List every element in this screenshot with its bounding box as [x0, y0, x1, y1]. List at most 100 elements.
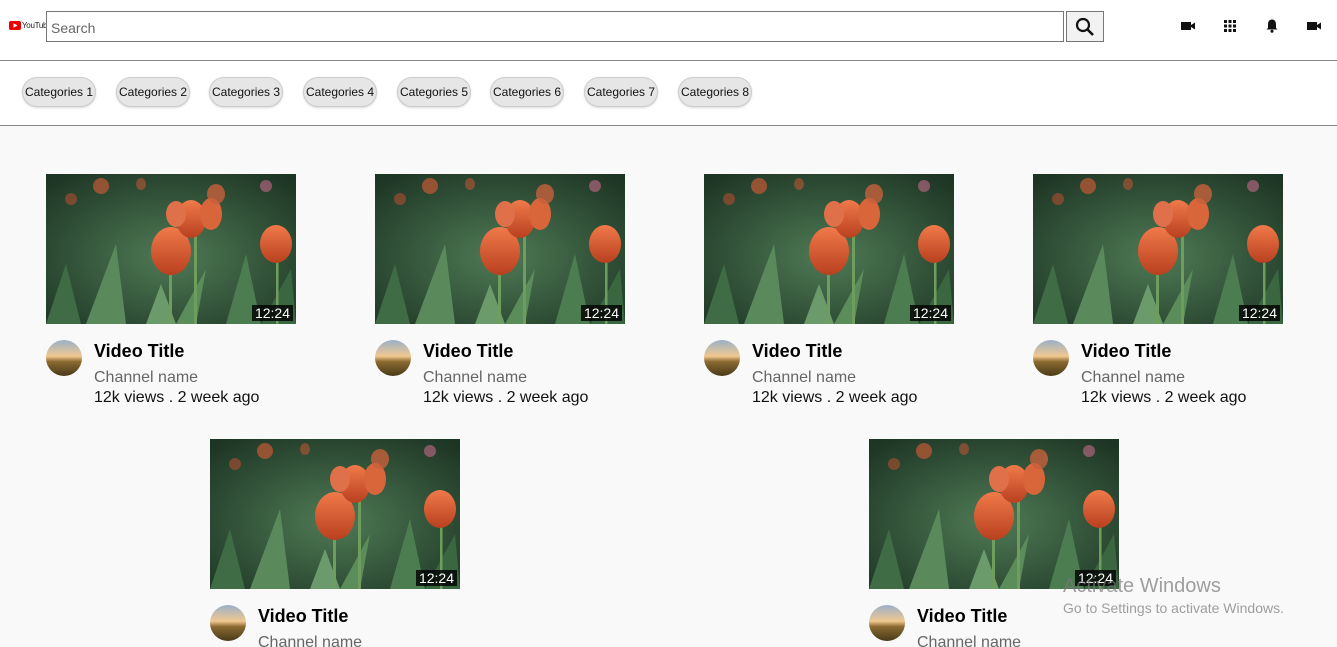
shape — [151, 227, 191, 275]
channel-avatar[interactable] — [210, 605, 246, 646]
video-meta: 12k views . 2 week ago — [752, 389, 918, 406]
shape — [824, 201, 844, 227]
graphic — [704, 174, 954, 324]
shape — [523, 234, 526, 324]
shape — [1023, 463, 1045, 495]
shape — [852, 234, 855, 324]
video-card[interactable]: 12:24 Video Title Channel name 12k views .… — [46, 174, 296, 406]
video-card[interactable]: 12:24 Video Title Channel name — [210, 439, 460, 647]
category-chip[interactable]: Categories 3 — [209, 77, 284, 107]
video-title[interactable]: Video Title — [258, 606, 349, 626]
shape — [1194, 184, 1212, 204]
channel-avatar[interactable] — [1033, 340, 1069, 381]
video-title[interactable]: Video Title — [1081, 341, 1172, 361]
watermark-subtitle: Go to Settings to activate Windows. — [1063, 600, 1284, 616]
duration: 12:24 — [580, 305, 622, 321]
shape — [589, 225, 621, 263]
shape — [809, 227, 849, 275]
video-title[interactable]: Video Title — [752, 341, 843, 361]
shape — [536, 184, 554, 204]
video-title[interactable]: Video Title — [94, 341, 185, 361]
thumbnail[interactable]: 12:24 — [375, 174, 625, 324]
shape — [989, 466, 1009, 492]
channel-avatar[interactable] — [704, 340, 740, 381]
shape — [210, 605, 246, 641]
search-icon — [1075, 17, 1094, 36]
category-chip[interactable]: Categories 8 — [678, 77, 753, 107]
shape — [1156, 269, 1159, 324]
shape — [229, 458, 241, 470]
shape — [869, 529, 904, 589]
shape — [166, 201, 186, 227]
bell-icon[interactable] — [1264, 18, 1280, 34]
channel-name[interactable]: Channel name — [423, 369, 528, 386]
bell-clapper — [1270, 29, 1274, 33]
duration: 12:24 — [415, 570, 457, 586]
channel-name[interactable]: Channel name — [752, 369, 857, 386]
duration: 12:24 — [1074, 570, 1116, 586]
thumbnail[interactable]: 12:24 — [704, 174, 954, 324]
channel-avatar[interactable] — [46, 340, 82, 381]
logo-text: YouTube — [22, 21, 52, 30]
category-chip[interactable]: Categories 7 — [584, 77, 659, 107]
shape — [723, 193, 735, 205]
video-title[interactable]: Video Title — [423, 341, 514, 361]
channel-name[interactable]: Channel name — [917, 634, 1022, 647]
category-chip[interactable]: Categories 1 — [22, 77, 97, 107]
thumbnail[interactable]: 12:24 — [46, 174, 296, 324]
search-box[interactable]: Search — [46, 11, 1064, 42]
video-card[interactable]: 12:24 Video Title Channel name 12k views .… — [375, 174, 625, 406]
channel-name[interactable]: Channel name — [258, 634, 363, 647]
live-icon[interactable] — [1306, 18, 1322, 34]
shape — [834, 269, 864, 324]
shape — [704, 340, 740, 376]
channel-avatar[interactable] — [375, 340, 411, 381]
shape — [704, 264, 739, 324]
cam-body — [1307, 22, 1317, 30]
video-card[interactable]: 12:24 Video Title Channel name 12k views .… — [704, 174, 954, 406]
shape — [169, 269, 172, 324]
channel-name[interactable]: Channel name — [1081, 369, 1186, 386]
windows-watermark: Activate Windows Go to Settings to activ… — [1063, 575, 1284, 616]
category-chip[interactable]: Categories 6 — [490, 77, 565, 107]
logo[interactable]: YouTube — [9, 21, 52, 30]
duration: 12:24 — [251, 305, 293, 321]
shape — [364, 463, 386, 495]
video-card[interactable]: 12:24 Video Title Channel name 12k views .… — [1033, 174, 1283, 406]
thumbnail[interactable]: 12:24 — [869, 439, 1119, 589]
video-card[interactable]: 12:24 Video Title Channel name — [869, 439, 1119, 647]
shape — [257, 443, 273, 459]
upload-icon[interactable] — [1180, 18, 1196, 34]
video-title[interactable]: Video Title — [917, 606, 1008, 626]
cam-lens — [1317, 22, 1321, 30]
category-bar: Categories 1 Categories 2 Categories 3 Cate… — [0, 61, 1337, 126]
header: YouTube Search — [0, 0, 1337, 61]
shape — [65, 193, 77, 205]
category-chip[interactable]: Categories 2 — [116, 77, 191, 107]
graphic — [704, 340, 740, 376]
category-chip[interactable]: Categories 4 — [303, 77, 378, 107]
shape — [93, 178, 109, 194]
thumbnail[interactable]: 12:24 — [210, 439, 460, 589]
shape — [210, 529, 245, 589]
category-chip[interactable]: Categories 5 — [397, 77, 472, 107]
shape — [475, 284, 505, 324]
graphic — [869, 439, 1119, 589]
search-placeholder: Search — [51, 20, 96, 36]
shape — [1033, 340, 1069, 376]
channel-name[interactable]: Channel name — [94, 369, 199, 386]
shape — [1247, 180, 1259, 192]
graphic — [46, 174, 296, 324]
channel-avatar[interactable] — [869, 605, 905, 646]
shape — [605, 254, 608, 324]
shape — [959, 443, 969, 455]
search-button[interactable] — [1066, 11, 1104, 42]
shape — [804, 284, 834, 324]
graphic — [1033, 174, 1283, 324]
thumbnail[interactable]: 12:24 — [1033, 174, 1283, 324]
shape — [865, 184, 883, 204]
shape — [440, 519, 443, 589]
shape — [424, 445, 436, 457]
shape — [498, 269, 501, 324]
apps-icon[interactable] — [1223, 18, 1239, 34]
